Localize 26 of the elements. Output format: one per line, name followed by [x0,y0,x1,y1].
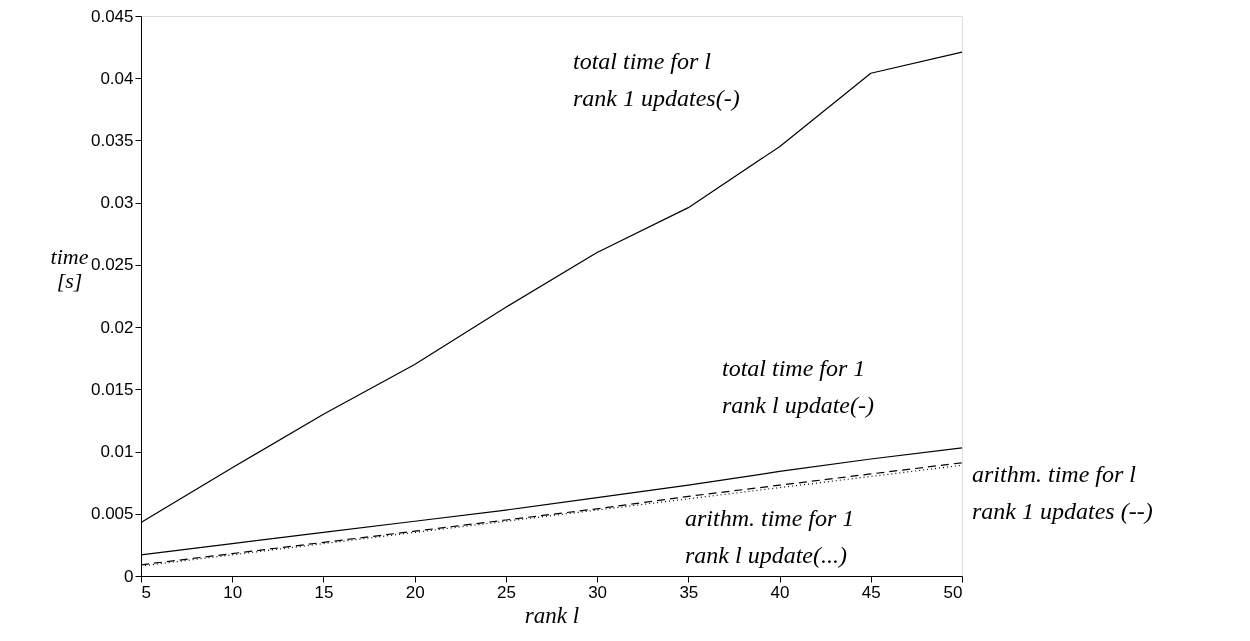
x-tick-label: 5 [141,582,151,602]
y-tick-label: 0.005 [90,504,134,524]
x-tick-label: 45 [861,582,881,602]
y-tick-label: 0.015 [90,379,134,399]
y-tick-label: 0 [124,566,134,586]
x-tick-label: 50 [943,582,963,602]
annotation: total time for l rank 1 updates(-) [573,48,740,111]
x-tick-label: 25 [496,582,516,602]
x-tick-label: 15 [314,582,334,602]
y-tick-label: 0.02 [100,317,134,337]
text: arithm. time for l rank 1 updates (--) [972,461,1153,524]
y-tick-label: 0.04 [100,68,134,88]
y-tick-label: 0.045 [90,6,134,26]
y-tick-label: 0.01 [100,442,134,462]
x-tick-label: 20 [405,582,425,602]
x-tick-label: 30 [588,582,608,602]
y-tick-label: 0.035 [90,130,134,150]
annotation: arithm. time for 1 rank l update(...) [685,505,855,568]
x-tick-label: 10 [223,582,243,602]
x-tick-label: 35 [679,582,699,602]
x-tick-label: 40 [770,582,790,602]
x-axis-title: rank l [524,602,580,628]
y-tick-label: 0.03 [100,193,134,213]
y-tick-label: 0.025 [90,255,134,275]
y-axis-title: time [s] [50,243,89,293]
annotation: total time for 1 rank l update(-) [722,355,874,418]
